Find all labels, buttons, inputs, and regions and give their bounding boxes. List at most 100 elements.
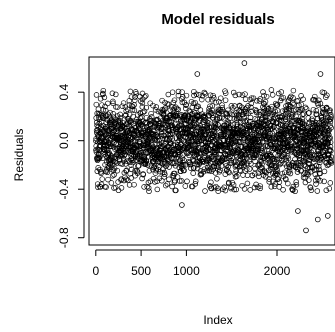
data-point <box>288 149 295 155</box>
data-point <box>274 168 280 174</box>
data-point <box>236 91 242 98</box>
data-point <box>293 179 299 185</box>
data-point <box>257 185 263 192</box>
data-point <box>319 127 325 133</box>
data-point <box>99 112 106 119</box>
data-point <box>241 159 248 166</box>
data-point <box>169 89 176 95</box>
data-point <box>241 186 248 192</box>
data-point <box>313 111 319 118</box>
data-point <box>93 92 100 98</box>
data-point <box>289 119 295 125</box>
data-point <box>191 92 197 99</box>
data-point <box>195 148 201 155</box>
data-point <box>316 166 323 173</box>
data-point <box>142 120 148 126</box>
data-point <box>205 155 211 161</box>
data-point <box>131 107 138 114</box>
data-point <box>210 92 216 99</box>
data-point <box>281 133 287 140</box>
data-point <box>202 91 208 97</box>
data-point <box>216 115 223 121</box>
data-point <box>132 97 138 104</box>
data-point <box>171 155 177 161</box>
data-point <box>261 92 267 99</box>
data-point <box>97 96 104 102</box>
data-point <box>202 188 208 194</box>
data-point <box>242 91 248 97</box>
data-point <box>169 136 176 142</box>
data-point <box>280 151 287 157</box>
data-point <box>108 164 115 171</box>
data-point <box>285 155 292 161</box>
data-point <box>162 171 168 178</box>
data-point <box>162 182 169 189</box>
data-point <box>217 95 224 101</box>
data-point <box>292 188 298 195</box>
data-point <box>171 170 178 177</box>
data-point <box>279 113 285 120</box>
data-point <box>221 184 227 191</box>
data-point <box>106 137 113 143</box>
data-point <box>320 110 326 116</box>
data-point <box>257 109 263 115</box>
data-point <box>169 183 175 190</box>
data-point <box>187 161 194 168</box>
data-point <box>263 118 269 125</box>
data-point <box>285 137 292 143</box>
data-point <box>253 108 260 114</box>
data-point <box>182 183 189 189</box>
data-point <box>104 124 110 131</box>
data-point <box>137 110 144 117</box>
data-point <box>153 104 160 110</box>
data-point <box>275 176 282 182</box>
data-point <box>243 166 250 172</box>
data-point <box>244 172 251 179</box>
data-point <box>296 102 302 108</box>
data-point <box>205 96 211 103</box>
data-point <box>296 155 303 161</box>
data-point <box>109 173 116 179</box>
data-point <box>100 87 107 94</box>
data-point <box>130 113 136 120</box>
data-point <box>300 120 306 127</box>
data-point <box>126 182 133 188</box>
data-point <box>189 156 196 163</box>
data-point <box>273 125 280 131</box>
data-point <box>112 159 119 165</box>
data-point <box>111 172 117 178</box>
data-point <box>233 186 239 193</box>
data-point <box>99 102 105 108</box>
data-point <box>195 140 202 147</box>
data-point <box>145 162 151 168</box>
data-point <box>159 177 165 184</box>
data-point <box>241 162 247 168</box>
data-point <box>282 114 289 120</box>
data-point <box>225 168 232 175</box>
data-point <box>300 96 306 102</box>
data-point <box>201 89 208 96</box>
data-point <box>95 165 101 171</box>
data-point <box>96 155 103 162</box>
data-point <box>328 114 334 120</box>
data-point <box>188 165 194 171</box>
data-point-outlier <box>194 71 201 77</box>
data-point <box>285 142 291 148</box>
data-point <box>285 98 291 105</box>
data-point <box>131 181 137 188</box>
data-point <box>176 151 183 158</box>
data-point <box>143 104 150 111</box>
data-point <box>105 100 111 107</box>
data-point <box>315 163 322 170</box>
data-point <box>307 164 313 171</box>
data-point <box>280 94 287 101</box>
data-point <box>288 147 294 153</box>
data-point-outlier <box>324 213 331 219</box>
data-point <box>208 185 215 192</box>
data-point <box>226 179 232 186</box>
data-point <box>290 87 297 94</box>
data-point <box>113 91 119 98</box>
data-point <box>298 126 304 132</box>
data-point <box>259 161 265 167</box>
